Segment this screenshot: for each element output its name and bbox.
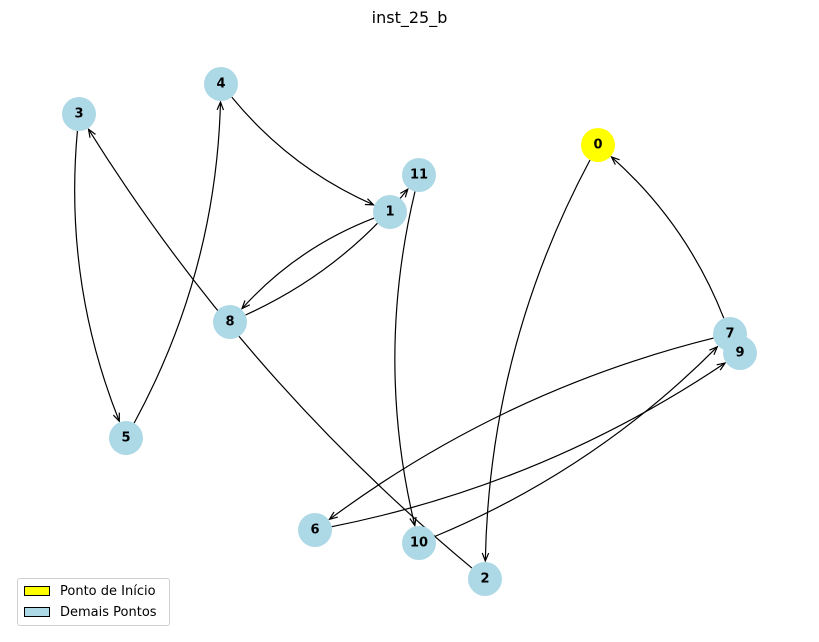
node-label-5: 5 [121, 431, 130, 446]
node-2: 2 [468, 562, 502, 596]
edge-4-to-1 [231, 96, 374, 205]
node-circle-2 [468, 562, 502, 596]
edges-layer [74, 96, 725, 569]
legend: Ponto de Início Demais Pontos [17, 578, 170, 626]
node-label-11: 11 [410, 168, 428, 183]
node-circle-4 [204, 67, 238, 101]
edge-1-to-8 [242, 217, 375, 309]
legend-label-start: Ponto de Início [60, 583, 156, 599]
edge-7-to-6 [330, 337, 714, 519]
node-3: 3 [62, 97, 96, 131]
node-9: 9 [723, 336, 757, 370]
node-6: 6 [298, 513, 332, 547]
node-5: 5 [109, 421, 143, 455]
node-label-2: 2 [480, 572, 489, 587]
node-label-1: 1 [385, 205, 394, 220]
legend-swatch-start [24, 586, 50, 596]
legend-label-others: Demais Pontos [60, 604, 157, 620]
edge-11-to-10 [394, 191, 415, 526]
edge-5-to-4 [133, 102, 220, 424]
node-circle-10 [402, 526, 436, 560]
node-label-3: 3 [74, 107, 83, 122]
node-4: 4 [204, 67, 238, 101]
node-circle-1 [373, 195, 407, 229]
node-circle-5 [109, 421, 143, 455]
node-label-7: 7 [725, 327, 734, 342]
nodes-layer: 0 1 2 3 4 5 6 7 8 9 10 11 [62, 67, 757, 596]
edge-3-to-5 [74, 130, 120, 421]
node-circle-11 [402, 158, 436, 192]
node-label-4: 4 [216, 77, 225, 92]
node-circle-3 [62, 97, 96, 131]
edge-10-to-7 [434, 347, 718, 538]
edge-7-to-0 [612, 157, 725, 319]
node-circle-6 [298, 513, 332, 547]
node-circle-0 [581, 128, 615, 162]
node-label-6: 6 [310, 523, 319, 538]
node-8: 8 [213, 305, 247, 339]
node-label-10: 10 [410, 536, 428, 551]
legend-item-others: Demais Pontos [24, 603, 157, 621]
node-10: 10 [402, 526, 436, 560]
node-11: 11 [402, 158, 436, 192]
node-label-9: 9 [735, 346, 744, 361]
node-1: 1 [373, 195, 407, 229]
node-0: 0 [581, 128, 615, 162]
node-circle-9 [723, 336, 757, 370]
edge-0-to-2 [485, 159, 591, 561]
node-label-0: 0 [593, 138, 602, 153]
edge-2-to-3 [89, 129, 473, 569]
edge-6-to-9 [331, 363, 725, 528]
legend-swatch-others [24, 607, 50, 617]
diagram-title: inst_25_b [371, 8, 448, 27]
legend-item-start: Ponto de Início [24, 582, 156, 600]
node-circle-8 [213, 305, 247, 339]
node-label-8: 8 [225, 315, 234, 330]
